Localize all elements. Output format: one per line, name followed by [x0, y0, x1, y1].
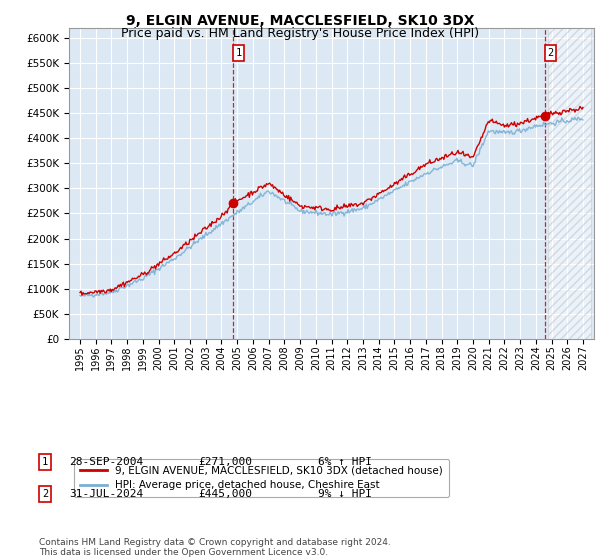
Text: £271,000: £271,000 [198, 457, 252, 467]
Text: 1: 1 [236, 48, 242, 58]
Text: 28-SEP-2004: 28-SEP-2004 [69, 457, 143, 467]
Text: 1: 1 [42, 457, 48, 467]
Text: 31-JUL-2024: 31-JUL-2024 [69, 489, 143, 499]
Text: Contains HM Land Registry data © Crown copyright and database right 2024.
This d: Contains HM Land Registry data © Crown c… [39, 538, 391, 557]
Bar [548, 28, 591, 339]
Legend: 9, ELGIN AVENUE, MACCLESFIELD, SK10 3DX (detached house), HPI: Average price, de: 9, ELGIN AVENUE, MACCLESFIELD, SK10 3DX … [74, 459, 449, 497]
Text: 9% ↓ HPI: 9% ↓ HPI [318, 489, 372, 499]
Text: 9, ELGIN AVENUE, MACCLESFIELD, SK10 3DX: 9, ELGIN AVENUE, MACCLESFIELD, SK10 3DX [126, 14, 474, 28]
Text: £445,000: £445,000 [198, 489, 252, 499]
Text: Price paid vs. HM Land Registry's House Price Index (HPI): Price paid vs. HM Land Registry's House … [121, 27, 479, 40]
Text: 2: 2 [547, 48, 554, 58]
Text: 2: 2 [42, 489, 48, 499]
Text: 6% ↑ HPI: 6% ↑ HPI [318, 457, 372, 467]
